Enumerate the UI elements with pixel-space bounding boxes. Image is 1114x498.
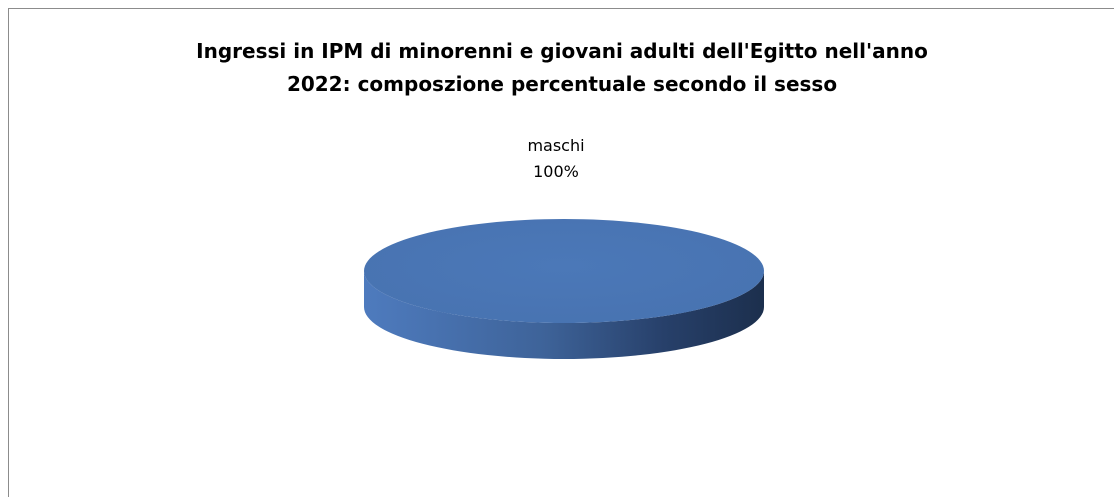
pie-slice-side-maschi — [364, 271, 764, 359]
pie-slice-maschi — [364, 219, 764, 323]
chart-title: Ingressi in IPM di minorenni e giovani a… — [196, 39, 928, 96]
pie-chart — [364, 219, 764, 359]
data-label-percent: 100% — [533, 162, 579, 181]
data-label-category: maschi — [527, 136, 585, 155]
chart-area: Ingressi in IPM di minorenni e giovani a… — [8, 8, 1114, 497]
data-label-maschi: maschi 100% — [491, 133, 621, 185]
